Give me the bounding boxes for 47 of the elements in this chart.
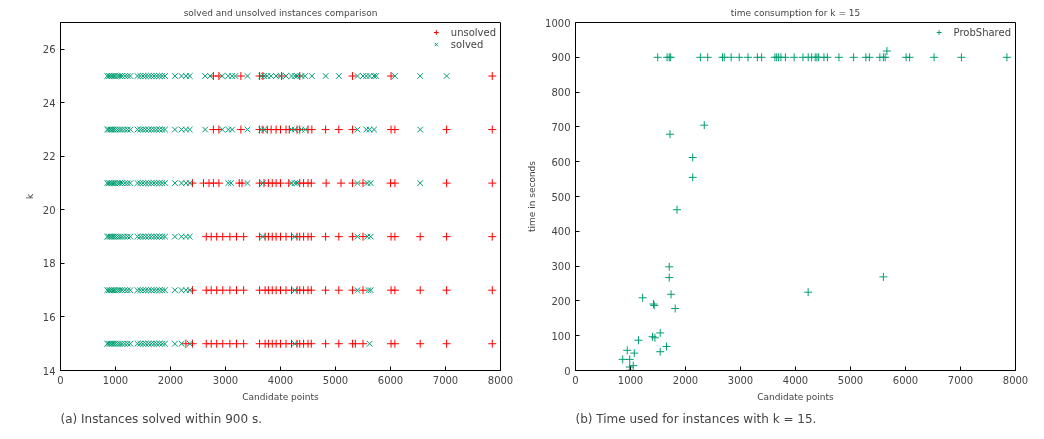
x-tick-label: 7000 <box>432 374 459 386</box>
y-tick-label: 100 <box>551 330 571 342</box>
x-tick-label: 5000 <box>837 374 864 386</box>
x-axis-title: Candidate points <box>242 391 320 402</box>
y-tick-label: 900 <box>551 52 571 64</box>
y-tick-label: 800 <box>551 87 571 99</box>
y-tick-label: 1000 <box>545 17 571 29</box>
y-tick-label: 400 <box>551 226 571 238</box>
y-tick-label: 24 <box>42 97 56 109</box>
x-tick-label: 4000 <box>782 374 809 386</box>
legend-label: unsolved <box>450 26 496 38</box>
x-tick-label: 1000 <box>102 374 129 386</box>
y-tick-label: 22 <box>42 151 56 163</box>
x-tick-label: 3000 <box>727 374 754 386</box>
y-tick-label: 200 <box>551 295 571 307</box>
y-axis-title: time in seconds <box>527 160 538 233</box>
y-tick-label: 18 <box>42 258 56 270</box>
x-tick-label: 0 <box>572 374 579 386</box>
x-tick-label: 7000 <box>947 374 974 386</box>
x-axis-title: Candidate points <box>757 391 835 402</box>
y-axis-title: k <box>24 193 35 200</box>
y-tick-label: 500 <box>551 191 571 203</box>
y-tick-label: 26 <box>42 44 56 56</box>
x-tick-label: 3000 <box>212 374 239 386</box>
y-tick-label: 20 <box>42 204 56 216</box>
x-tick-label: 2000 <box>157 374 184 386</box>
x-tick-label: 2000 <box>672 374 699 386</box>
y-tick-label: 16 <box>42 311 56 323</box>
legend-label: ProbShared <box>953 26 1011 38</box>
x-tick-label: 8000 <box>487 374 514 386</box>
text: (a) Instances solved within 900 s. <box>60 411 262 426</box>
y-tick-label: 700 <box>551 121 571 133</box>
x-tick-label: 1000 <box>617 374 644 386</box>
x-tick-label: 6000 <box>892 374 919 386</box>
y-tick-label: 0 <box>564 365 571 377</box>
y-tick-label: 300 <box>551 261 571 273</box>
legend-label: solved <box>450 38 484 50</box>
text: (b) Time used for instances with k = 15. <box>575 411 817 426</box>
chart-title: solved and unsolved instances comparison <box>183 7 378 18</box>
x-tick-label: 4000 <box>267 374 294 386</box>
y-tick-label: 14 <box>42 365 56 377</box>
x-tick-label: 6000 <box>377 374 404 386</box>
chart-title: time consumption for k = 15 <box>730 7 861 18</box>
y-tick-label: 600 <box>551 156 571 168</box>
x-tick-label: 8000 <box>1002 374 1029 386</box>
x-tick-label: 0 <box>57 374 64 386</box>
x-tick-label: 5000 <box>322 374 349 386</box>
